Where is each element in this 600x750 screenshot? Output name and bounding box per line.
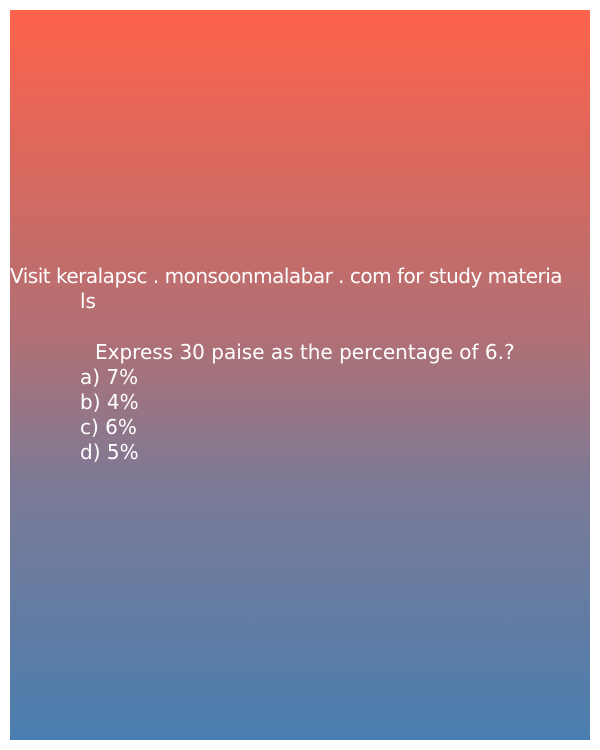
question-text: Express 30 paise as the percentage of 6.… xyxy=(95,340,515,364)
site-promo-line-2: ls xyxy=(80,289,96,313)
option-a: a) 7% xyxy=(80,365,139,389)
option-b: b) 4% xyxy=(80,390,139,414)
option-c: c) 6% xyxy=(80,415,137,439)
answer-options: a) 7% b) 4% c) 6% d) 5% xyxy=(80,365,139,465)
quiz-card: Visit keralapsc . monsoonmalabar . com f… xyxy=(10,10,590,740)
site-promo-line-1: Visit keralapsc . monsoonmalabar . com f… xyxy=(10,264,563,288)
option-d: d) 5% xyxy=(80,440,139,464)
site-promo-text: Visit keralapsc . monsoonmalabar . com f… xyxy=(10,264,590,314)
